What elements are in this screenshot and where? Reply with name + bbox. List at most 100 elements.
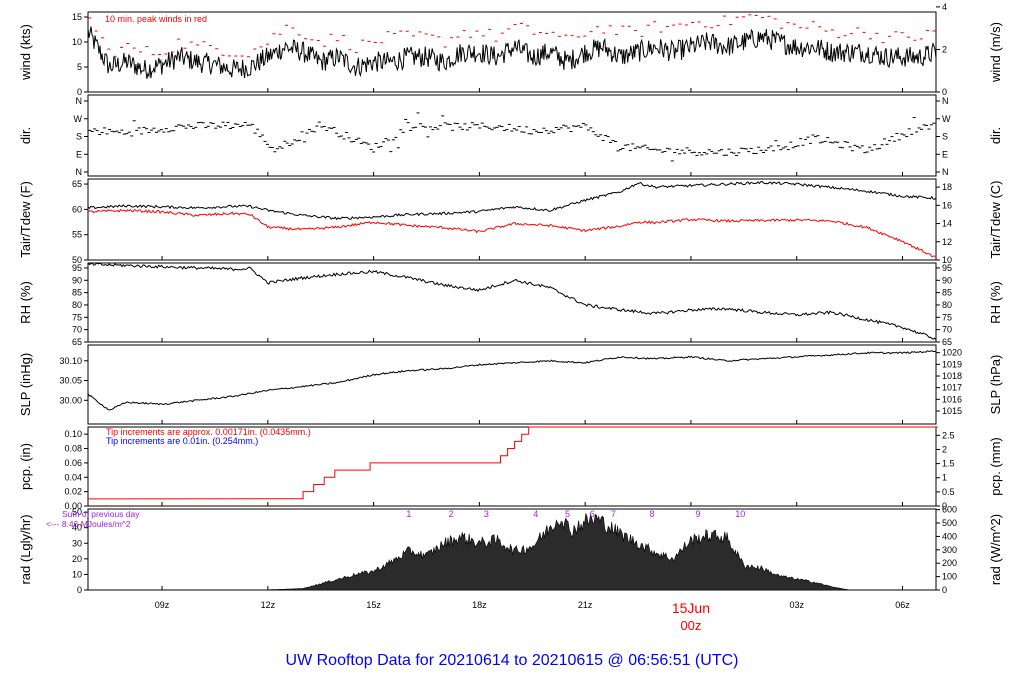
temp-ytick-label-left: 50 [72,255,82,265]
slp-ylabel-left: SLP (inHg) [18,353,33,416]
rad-hour-label: 7 [611,509,616,519]
rad-ylabel-right: rad (W/m^2) [988,514,1003,585]
pcp-ytick-label-left: 0.06 [64,458,82,468]
pcp-series-line [87,426,938,500]
rh-ytick-label-right: 95 [942,263,952,273]
rad-ytick-label-right: 300 [942,545,957,555]
wind-ylabel-right: wind (m/s) [988,22,1003,83]
page-title: UW Rooftop Data for 20210614 to 20210615… [286,652,739,669]
wind-ytick-label-left: 0 [77,87,82,97]
rh-ytick-label-right: 80 [942,300,952,310]
temp-ytick-label-left: 65 [72,179,82,189]
slp-ytick-label-right: 1019 [942,359,962,369]
rad-hour-label: 6 [590,509,595,519]
wind-series-line [87,26,937,79]
x-tick-label: 03z [789,600,804,610]
slp-ytick-label-right: 1017 [942,383,962,393]
pcp-ytick-label-left: 0.04 [64,472,82,482]
x-date-label: 15Jun [672,600,710,616]
slp-ytick-label-left: 30.00 [59,395,82,405]
rh-ytick-label-right: 75 [942,312,952,322]
rh-ytick-label-right: 90 [942,275,952,285]
pcp-ytick-label-right: 2.5 [942,430,955,440]
rad-ytick-label-right: 400 [942,531,957,541]
slp-ylabel-right: SLP (hPa) [988,355,1003,415]
wind-ytick-label-right: 0 [942,87,947,97]
pcp-ytick-label-left: 0.02 [64,487,82,497]
pcp-ytick-label-left: 0.08 [64,444,82,454]
rad-series-area [260,512,850,591]
wind-ytick-label-right: 2 [942,44,947,54]
pcp-ytick-label-left: 0.10 [64,429,82,439]
dir-frame [87,94,937,177]
pcp-tip-red: Tip increments are approx. 0.00171in. (0… [106,427,311,437]
slp-ytick-label-right: 1018 [942,371,962,381]
wind-ylabel-left: wind (kts) [18,24,33,81]
rad-ytick-label-right: 600 [942,505,957,515]
panel-dir [87,94,937,177]
wind-peak-annotation: 10 min. peak winds in red [105,14,207,24]
dir-ytick-label-left: N [76,96,83,106]
x-tick-label: 12z [261,600,276,610]
pcp-ytick-label-right: 0 [942,501,947,511]
pcp-frame [87,426,937,507]
rad-ytick-label-right: 0 [942,585,947,595]
rh-ytick-label-right: 65 [942,337,952,347]
rad-ytick-label-left: 50 [72,507,82,517]
rad-hour-label: 8 [650,509,655,519]
dir-ytick-label-right: S [942,132,948,142]
tdew-series-line [87,208,937,258]
rad-hour-label: 9 [695,509,700,519]
rad-ylabel-left: rad (Lgly/hr) [18,514,33,584]
pcp-tip-blue: Tip increments are 0.01in. (0.254mm.) [106,436,258,446]
rad-hour-label: 1 [406,509,411,519]
labels-layer: wind (kts) wind (m/s) dir. dir. Tair/Tdew (F… [18,2,1003,633]
pcp-ytick-label-right: 1.5 [942,459,955,469]
pcp-ytick-label-right: 2 [942,444,947,454]
slp-ytick-label-left: 30.10 [59,356,82,366]
rh-frame [87,262,937,343]
rh-ytick-label-left: 65 [72,337,82,347]
rad-sum-value: <--- 8.46 MJoules/m^2 [46,519,131,529]
rad-ytick-label-left: 30 [72,538,82,548]
rad-hour-label: 2 [449,509,454,519]
rad-ytick-label-right: 500 [942,518,957,528]
rh-ytick-label-left: 80 [72,300,82,310]
slp-ytick-label-left: 30.05 [59,376,82,386]
rh-ytick-label-left: 70 [72,325,82,335]
slp-ytick-label-right: 1015 [942,406,962,416]
rad-hour-label: 3 [484,509,489,519]
rh-ytick-label-left: 85 [72,288,82,298]
dir-ytick-label-left: S [76,132,82,142]
temp-ylabel-left: Tair/Tdew (F) [18,181,33,258]
temp-ytick-label-right: 18 [942,182,952,192]
pcp-ylabel-right: pcp. (mm) [988,437,1003,496]
rad-ytick-label-right: 200 [942,558,957,568]
wind-ytick-label-left: 15 [72,12,82,22]
rad-ytick-label-left: 0 [77,585,82,595]
dir-ylabel-right: dir. [988,127,1003,144]
rh-ytick-label-left: 75 [72,312,82,322]
tair-series-line [87,180,937,221]
rad-sum-label: Sum of previous day [62,509,140,519]
temp-ytick-label-left: 55 [72,230,82,240]
rh-ytick-label-right: 85 [942,288,952,298]
rad-ytick-label-left: 20 [72,554,82,564]
pcp-ytick-label-right: 1 [942,473,947,483]
x-tick-label: 18z [472,600,487,610]
temp-ytick-label-left: 60 [72,204,82,214]
rh-ytick-label-left: 90 [72,275,82,285]
panel-slp [87,344,937,425]
temp-ylabel-right: Tair/Tdew (C) [988,180,1003,258]
rh-series-line [87,262,937,341]
dir-ytick-label-left: N [76,167,83,177]
wind-ytick-label-left: 10 [72,37,82,47]
x-tick-label: 09z [155,600,170,610]
rad-hour-label: 10 [735,509,745,519]
dir-ylabel-left: dir. [18,127,33,144]
dir-ytick-label-left: E [76,149,82,159]
temp-ytick-label-right: 16 [942,200,952,210]
rh-ytick-label-left: 95 [72,263,82,273]
pcp-ytick-label-right: 0.5 [942,487,955,497]
